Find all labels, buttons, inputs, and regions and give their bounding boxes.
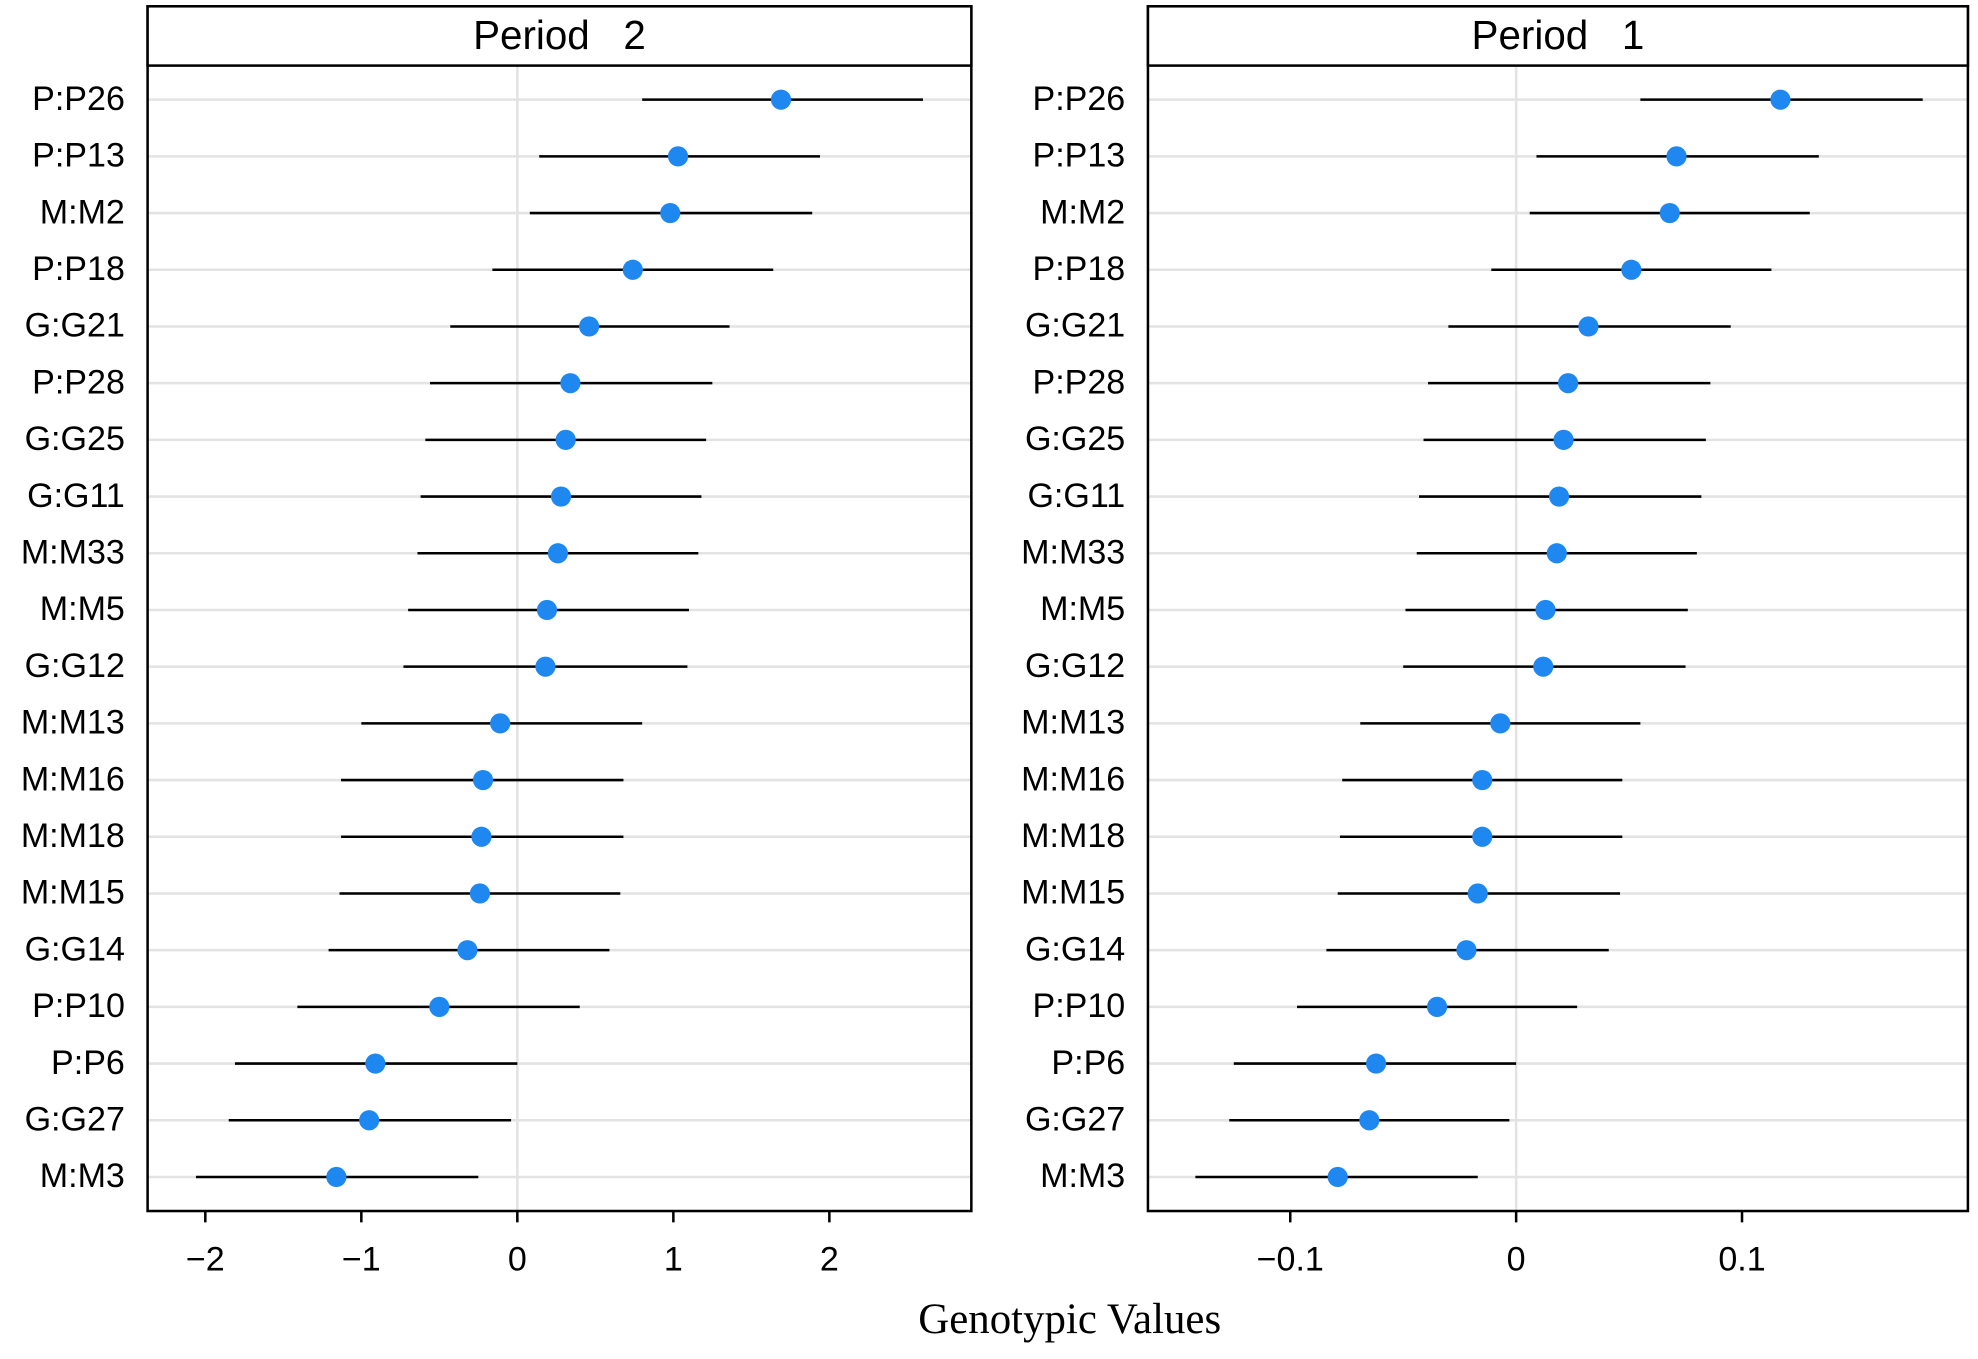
category-label: G:G12 — [25, 647, 125, 685]
category-label: G:G11 — [27, 477, 125, 515]
category-label: G:G11 — [1027, 477, 1125, 515]
category-label: M:M3 — [40, 1157, 125, 1195]
x-tick-label: −1 — [342, 1240, 381, 1278]
point — [429, 996, 450, 1017]
panel-title: Period 2 — [473, 12, 646, 58]
category-label: P:P18 — [1032, 250, 1125, 288]
category-label: P:P28 — [32, 363, 125, 401]
x-tick-label: −0.1 — [1257, 1240, 1324, 1278]
category-label: G:G25 — [1025, 420, 1125, 458]
x-tick-label: 0 — [1507, 1240, 1526, 1278]
category-label: G:G21 — [1025, 307, 1125, 345]
category-label: G:G14 — [1025, 930, 1125, 968]
category-label: M:M15 — [1021, 874, 1125, 912]
category-label: P:P6 — [1051, 1044, 1125, 1082]
x-tick-label: −2 — [186, 1240, 225, 1278]
category-label: P:P6 — [51, 1044, 125, 1082]
category-label: M:M18 — [21, 817, 125, 855]
point — [1621, 259, 1642, 280]
point — [1359, 1110, 1380, 1131]
category-label: P:P13 — [1032, 137, 1125, 175]
point — [535, 656, 556, 677]
point — [622, 259, 643, 280]
category-label: P:P13 — [32, 137, 125, 175]
point — [490, 713, 511, 734]
panel-frame — [146, 5, 973, 1213]
category-label: M:M2 — [1040, 193, 1125, 231]
category-label: M:M2 — [40, 193, 125, 231]
x-tick-label: 0 — [508, 1240, 527, 1278]
panel-frame — [1146, 5, 1970, 1213]
point — [1553, 429, 1574, 450]
category-label: M:M33 — [1021, 534, 1125, 572]
category-label: G:G14 — [25, 930, 125, 968]
point — [1546, 543, 1567, 564]
point — [1770, 89, 1791, 110]
point — [770, 89, 792, 110]
point — [1666, 146, 1687, 167]
point — [1467, 883, 1488, 904]
point — [550, 486, 572, 507]
point — [1533, 656, 1554, 677]
category-label: M:M5 — [40, 590, 125, 628]
x-axis-label: Genotypic Values — [918, 1296, 1221, 1343]
strip — [146, 5, 973, 67]
category-label: P:P18 — [32, 250, 125, 288]
category-label: G:G12 — [1025, 647, 1125, 685]
category-label: M:M3 — [1040, 1157, 1125, 1195]
point — [469, 883, 490, 904]
point — [1558, 373, 1579, 394]
category-label: M:M13 — [1021, 704, 1125, 742]
category-label: M:M16 — [21, 760, 125, 798]
point — [1578, 316, 1599, 337]
point — [547, 543, 568, 564]
point — [365, 1053, 386, 1074]
category-label: M:M13 — [21, 704, 125, 742]
category-label: M:M33 — [21, 534, 125, 572]
point — [560, 373, 581, 394]
point — [555, 429, 576, 450]
panel-title: Period 1 — [1472, 12, 1645, 58]
category-label: P:P10 — [32, 987, 125, 1025]
point — [1456, 940, 1477, 961]
point — [326, 1166, 347, 1188]
point — [1548, 486, 1570, 507]
category-label: G:G25 — [25, 420, 125, 458]
category-label: G:G21 — [25, 307, 125, 345]
point — [660, 202, 681, 224]
category-label: P:P26 — [32, 80, 125, 118]
point — [471, 826, 492, 847]
category-label: M:M16 — [1021, 760, 1125, 798]
point — [359, 1110, 380, 1131]
point — [457, 940, 478, 961]
point — [1327, 1166, 1348, 1188]
point — [1490, 713, 1511, 734]
category-label: G:G27 — [1025, 1101, 1125, 1139]
point — [1426, 996, 1448, 1017]
category-label: P:P28 — [1032, 363, 1125, 401]
category-label: P:P10 — [1032, 987, 1125, 1025]
point — [1472, 769, 1493, 791]
category-label: P:P26 — [1032, 80, 1125, 118]
point — [1472, 826, 1493, 847]
point — [536, 599, 558, 621]
point — [472, 769, 494, 791]
category-label: M:M15 — [21, 874, 125, 912]
category-label: G:G27 — [25, 1101, 125, 1139]
category-label: M:M5 — [1040, 590, 1125, 628]
x-tick-label: 2 — [820, 1240, 839, 1278]
strip — [1146, 5, 1970, 67]
point — [1365, 1053, 1387, 1074]
point — [667, 146, 689, 167]
category-label: M:M18 — [1021, 817, 1125, 855]
point — [1535, 599, 1556, 621]
x-tick-label: 1 — [664, 1240, 683, 1278]
point — [1659, 202, 1680, 224]
point — [579, 316, 600, 337]
x-tick-label: 0.1 — [1718, 1240, 1765, 1278]
